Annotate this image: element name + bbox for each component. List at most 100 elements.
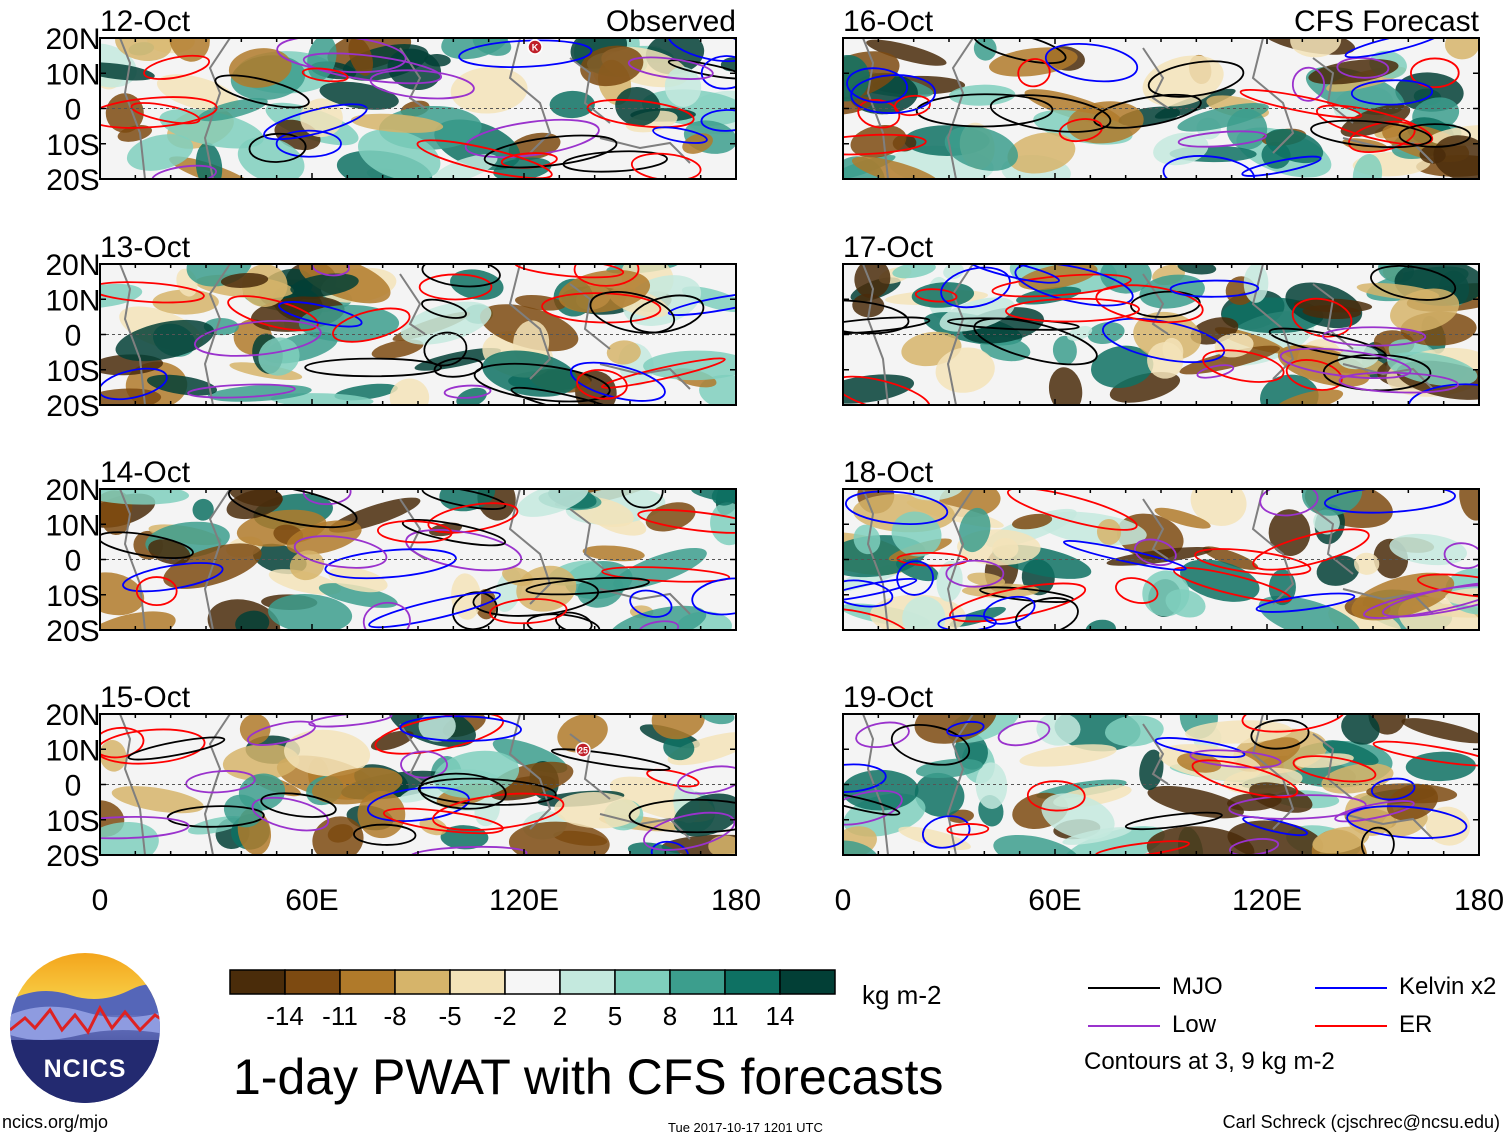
contour-legend xyxy=(1088,987,1387,1027)
low-contour xyxy=(400,750,448,779)
mjo-contour xyxy=(473,362,611,403)
mjo-contour xyxy=(1015,597,1079,630)
er-contour xyxy=(427,502,519,534)
er-contour xyxy=(301,67,349,83)
pwat-anomaly-blob xyxy=(958,507,991,553)
coastline xyxy=(1342,363,1434,390)
mjo-contour xyxy=(127,736,226,761)
er-contour xyxy=(914,288,958,303)
lat-label: 10N xyxy=(45,284,100,317)
lat-label: 20N xyxy=(45,249,100,282)
mjo-contour xyxy=(843,316,931,335)
pwat-anomaly-blob xyxy=(439,489,496,512)
er-contour xyxy=(949,582,1087,623)
lon-label: 180 xyxy=(711,884,761,917)
mjo-contour xyxy=(421,264,501,288)
pwat-anomaly-blob xyxy=(853,524,881,555)
coastline xyxy=(862,38,889,179)
pwat-anomaly-blob xyxy=(1133,311,1202,361)
pwat-anomaly-blob xyxy=(1340,104,1411,138)
pwat-anomaly-blob xyxy=(1185,720,1292,744)
er-contour xyxy=(1191,759,1299,799)
kelvin-contour xyxy=(1241,155,1322,177)
pwat-anomaly-blob xyxy=(710,502,736,546)
pwat-anomaly-blob xyxy=(1389,533,1467,566)
pwat-anomaly-blob xyxy=(159,108,264,149)
coastline xyxy=(203,264,231,405)
pwat-anomaly-blob xyxy=(1401,718,1479,744)
er-contour xyxy=(600,357,726,389)
coastline xyxy=(119,264,146,405)
pwat-anomaly-blob xyxy=(1312,826,1370,854)
pwat-anomaly-blob xyxy=(147,374,218,396)
low-contour xyxy=(464,118,600,159)
kelvin-contour xyxy=(843,579,894,608)
low-contour xyxy=(1322,326,1427,347)
lat-label: 20S xyxy=(46,164,99,197)
pwat-anomaly-blob xyxy=(854,264,891,299)
pwat-anomaly-blob xyxy=(673,793,736,837)
mjo-contour xyxy=(304,357,442,378)
er-contour xyxy=(100,726,145,759)
er-contour xyxy=(893,94,931,117)
pwat-anomaly-blob xyxy=(700,714,735,725)
coastline xyxy=(1312,283,1354,350)
kelvin-contour xyxy=(324,548,457,580)
low-contour xyxy=(1362,584,1479,619)
panel-date: 19-Oct xyxy=(843,681,934,714)
er-contour xyxy=(1292,755,1377,783)
pwat-anomaly-blob xyxy=(993,834,1080,855)
pwat-anomaly-blob xyxy=(1048,367,1083,405)
kelvin-contour xyxy=(1370,777,1416,801)
coastline xyxy=(1142,498,1169,560)
low-contour xyxy=(187,383,296,399)
er-contour xyxy=(100,96,218,129)
pwat-anomaly-blob xyxy=(1147,785,1244,819)
pwat-anomaly-blob xyxy=(948,84,1016,106)
kelvin-contour xyxy=(921,815,971,849)
coastline xyxy=(569,733,611,800)
lat-label: 0 xyxy=(65,94,82,127)
er-contour xyxy=(1239,88,1363,119)
coastline xyxy=(399,723,426,785)
coastline xyxy=(862,489,889,630)
mjo-contour xyxy=(989,94,1112,133)
pwat-anomaly-blob xyxy=(192,498,214,521)
storm-marker: 25 xyxy=(575,742,591,758)
er-contour xyxy=(1252,528,1370,571)
colorbar-label: -11 xyxy=(322,1001,358,1031)
er-contour xyxy=(576,369,628,400)
kelvin-contour xyxy=(1169,279,1260,298)
low-contour xyxy=(100,816,190,840)
coastline xyxy=(599,137,691,164)
mjo-contour xyxy=(973,38,1067,65)
mjo-contour xyxy=(510,386,632,405)
mjo-contour xyxy=(667,59,736,80)
coastline xyxy=(119,38,146,179)
low-contour xyxy=(1336,57,1390,79)
pwat-anomaly-blob xyxy=(482,350,578,397)
coastline xyxy=(1142,723,1169,785)
colorbar-label: -2 xyxy=(493,1001,516,1031)
colorbar-swatch xyxy=(394,969,451,995)
pwat-anomaly-blob xyxy=(1052,335,1077,366)
panel-date: 16-Oct xyxy=(843,5,934,38)
kelvin-contour xyxy=(652,126,708,144)
coastline xyxy=(1312,508,1354,575)
kelvin-contour xyxy=(650,840,690,855)
panel-date: 14-Oct xyxy=(100,456,191,489)
pwat-anomaly-blob xyxy=(370,730,414,751)
er-contour xyxy=(896,552,969,567)
er-contour xyxy=(489,598,568,625)
low-contour xyxy=(997,720,1051,747)
low-contour xyxy=(246,720,317,746)
coastline xyxy=(399,273,426,335)
pwat-anomaly-blob xyxy=(609,605,707,630)
pwat-anomaly-blob xyxy=(1258,595,1361,630)
pwat-field xyxy=(843,489,1479,630)
pwat-anomaly-blob xyxy=(1105,715,1164,747)
ncics-logo: NCICS xyxy=(10,953,160,1103)
pwat-anomaly-blob xyxy=(1041,793,1115,840)
